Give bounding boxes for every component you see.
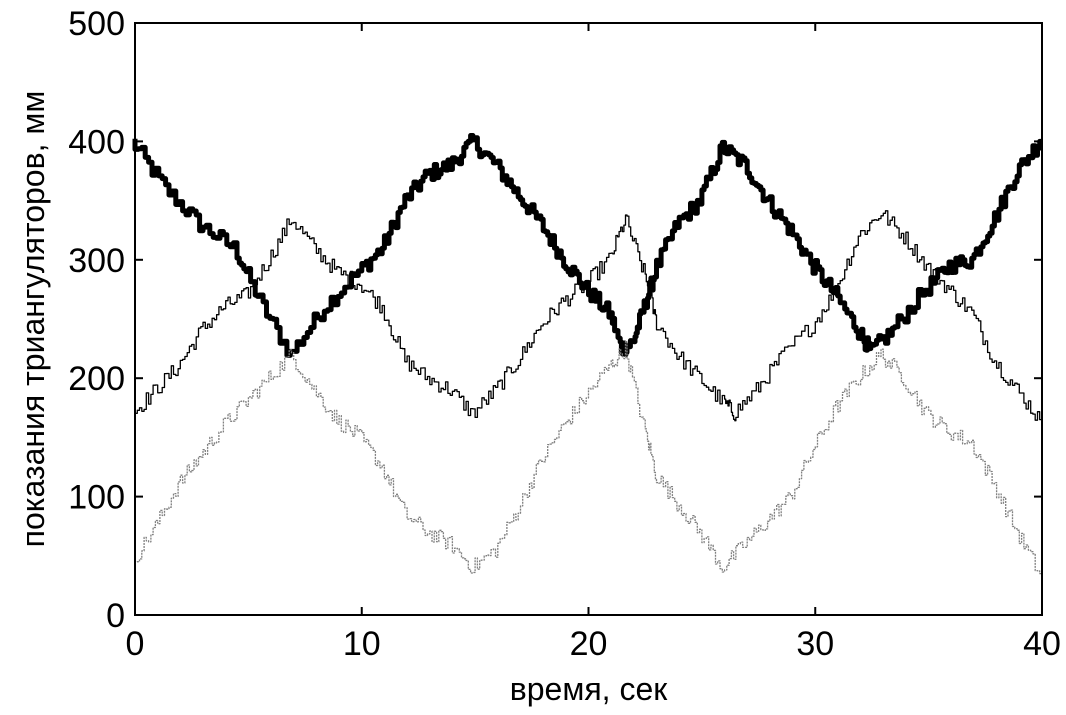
x-tick-label: 30 xyxy=(796,625,834,663)
series-line-3 xyxy=(134,340,1042,575)
y-tick-label: 300 xyxy=(68,242,125,280)
y-tick-label: 0 xyxy=(106,597,125,635)
x-tick-label: 10 xyxy=(343,625,381,663)
y-tick-label: 200 xyxy=(68,360,125,398)
x-tick-label: 0 xyxy=(126,625,145,663)
x-tick-label: 40 xyxy=(1023,625,1061,663)
series-line-2 xyxy=(134,210,1042,422)
y-tick-label: 100 xyxy=(68,479,125,517)
y-tick-label: 400 xyxy=(68,123,125,161)
x-tick-label: 20 xyxy=(570,625,608,663)
series-line-1 xyxy=(132,133,1043,358)
y-tick-label: 500 xyxy=(68,5,125,43)
plot-frame xyxy=(134,22,1043,616)
y-axis-label: показания триангуляторов, мм xyxy=(15,91,51,548)
x-axis-label: время, сек xyxy=(510,671,669,707)
series-layer xyxy=(132,133,1043,575)
